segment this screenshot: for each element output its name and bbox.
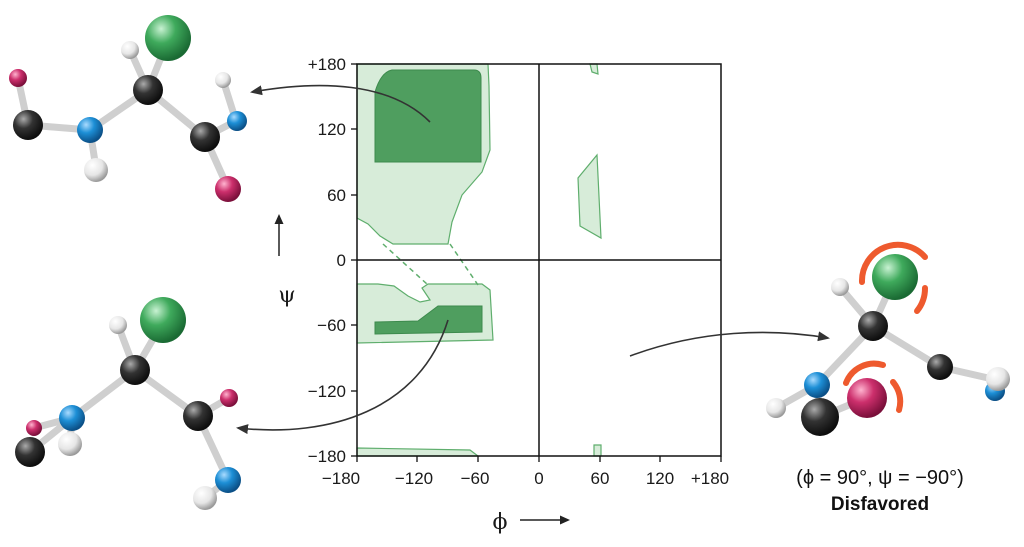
ramachandran-plot: −180 −120 −60 0 60 120 +180 +180 120 60 … xyxy=(274,55,729,535)
nitrogen-atom xyxy=(77,117,103,143)
y-tick-label: 0 xyxy=(337,251,346,270)
carbonyl-carbon-atom xyxy=(190,122,220,152)
carbonyl-carbon-atom xyxy=(927,354,953,380)
oxygen-atom xyxy=(26,420,42,436)
arrow-to-disfavored-conformation xyxy=(629,331,830,357)
allowed-region-bottom-strip xyxy=(356,447,480,457)
oxygen-atom xyxy=(220,389,238,407)
y-tick-label: −180 xyxy=(308,447,346,466)
hydrogen-atom xyxy=(84,158,108,182)
hydrogen-atom xyxy=(215,72,231,88)
x-tick-label: +180 xyxy=(691,469,729,488)
hydrogen-atom xyxy=(766,398,786,418)
y-tick-label: 120 xyxy=(318,120,346,139)
nitrogen-atom xyxy=(215,467,241,493)
steric-clash-arc xyxy=(858,241,928,285)
allowed-region-left-handed xyxy=(577,153,602,240)
x-tick-label: 60 xyxy=(591,469,610,488)
hydrogen-atom xyxy=(58,432,82,456)
phi-axis-symbol: ϕ xyxy=(493,510,508,535)
y-tick-label: 60 xyxy=(327,186,346,205)
oxygen-atom xyxy=(847,378,887,418)
x-tick-label: −180 xyxy=(322,469,360,488)
hydrogen-atom xyxy=(193,486,217,510)
nitrogen-atom xyxy=(227,111,247,131)
oxygen-atom xyxy=(215,176,241,202)
bridge-dashed-line xyxy=(449,243,479,286)
bridge-dashed-line xyxy=(382,243,429,286)
hydrogen-atom xyxy=(986,367,1010,391)
y-tick-label: +180 xyxy=(308,55,346,74)
psi-axis-symbol: ψ xyxy=(278,283,295,308)
arrow-to-alpha-conformation xyxy=(236,319,449,435)
oxygen-atom xyxy=(9,69,27,87)
molecule-disfavored-conformation xyxy=(766,241,1010,436)
carbon-atom xyxy=(15,437,45,467)
x-tick-label: −120 xyxy=(395,469,433,488)
side-chain-atom xyxy=(872,254,918,300)
molecule-alpha-conformation xyxy=(15,297,241,510)
side-chain-atom xyxy=(145,15,191,61)
x-tick-label: 0 xyxy=(534,469,543,488)
y-tick-label: −120 xyxy=(308,382,346,401)
disfavored-label: Disfavored xyxy=(831,494,929,515)
alpha-carbon-atom xyxy=(120,355,150,385)
carbon-atom xyxy=(801,398,839,436)
y-tick-label: −60 xyxy=(317,316,346,335)
allowed-region-top-small xyxy=(589,63,599,75)
favored-region-alpha-helix xyxy=(374,305,483,335)
hydrogen-atom xyxy=(121,41,139,59)
hydrogen-atom xyxy=(109,316,127,334)
disfavored-angles-caption: (ϕ = 90°, ψ = −90°) xyxy=(796,467,964,489)
alpha-carbon-atom xyxy=(858,311,888,341)
steric-clash-arc xyxy=(843,360,886,386)
alpha-carbon-atom xyxy=(133,75,163,105)
arrow-to-beta-conformation xyxy=(250,84,431,123)
carbon-atom xyxy=(13,110,43,140)
x-tick-label: −60 xyxy=(461,469,490,488)
side-chain-atom xyxy=(140,297,186,343)
carbonyl-carbon-atom xyxy=(183,401,213,431)
nitrogen-atom xyxy=(804,372,830,398)
molecule-beta-conformation xyxy=(9,15,247,202)
nitrogen-atom xyxy=(59,405,85,431)
steric-clash-arc xyxy=(914,285,929,314)
favored-region-beta-sheet xyxy=(374,69,482,163)
allowed-region-bottom-spot xyxy=(593,444,602,457)
hydrogen-atom xyxy=(831,278,849,296)
tick-marks xyxy=(351,63,722,462)
steric-clash-arc xyxy=(890,379,904,413)
x-tick-label: 120 xyxy=(646,469,674,488)
